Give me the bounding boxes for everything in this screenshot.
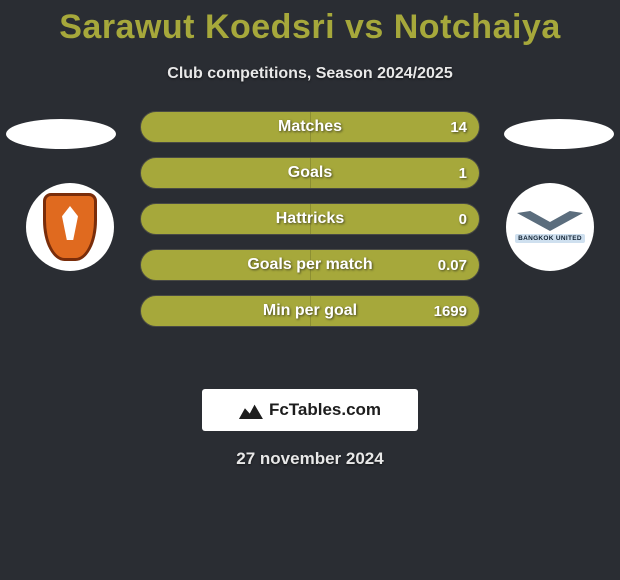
brand-text: FcTables.com [269,400,381,420]
stat-value-right: 1 [459,165,467,182]
club-badge-left [26,183,114,271]
stat-row-gpm: Goals per match 0.07 [140,249,480,281]
page-title: Sarawut Koedsri vs Notchaiya [0,0,620,47]
stat-row-hattricks: Hattricks 0 [140,203,480,235]
stat-row-goals: Goals 1 [140,157,480,189]
club-right-label: BANGKOK UNITED [515,234,585,243]
subtitle: Club competitions, Season 2024/2025 [0,65,620,83]
stat-bars: Matches 14 Goals 1 Hattricks 0 Goals per… [140,111,480,341]
stat-row-mpg: Min per goal 1699 [140,295,480,327]
stat-value-right: 1699 [434,303,467,320]
chart-icon [239,401,263,419]
stat-label: Hattricks [141,210,479,228]
stat-label: Matches [141,118,479,136]
wings-icon [517,211,583,231]
brand-badge[interactable]: FcTables.com [202,389,418,431]
comparison-stage: BANGKOK UNITED Matches 14 Goals 1 Hattri… [0,111,620,371]
club-badge-right: BANGKOK UNITED [506,183,594,271]
player-left-avatar [6,119,116,149]
stat-row-matches: Matches 14 [140,111,480,143]
shield-icon [43,193,97,261]
stat-label: Min per goal [141,302,479,320]
stat-label: Goals per match [141,256,479,274]
stat-value-right: 0 [459,211,467,228]
stat-value-right: 0.07 [438,257,467,274]
date-label: 27 november 2024 [0,449,620,469]
player-right-avatar [504,119,614,149]
stat-label: Goals [141,164,479,182]
stat-value-right: 14 [450,119,467,136]
